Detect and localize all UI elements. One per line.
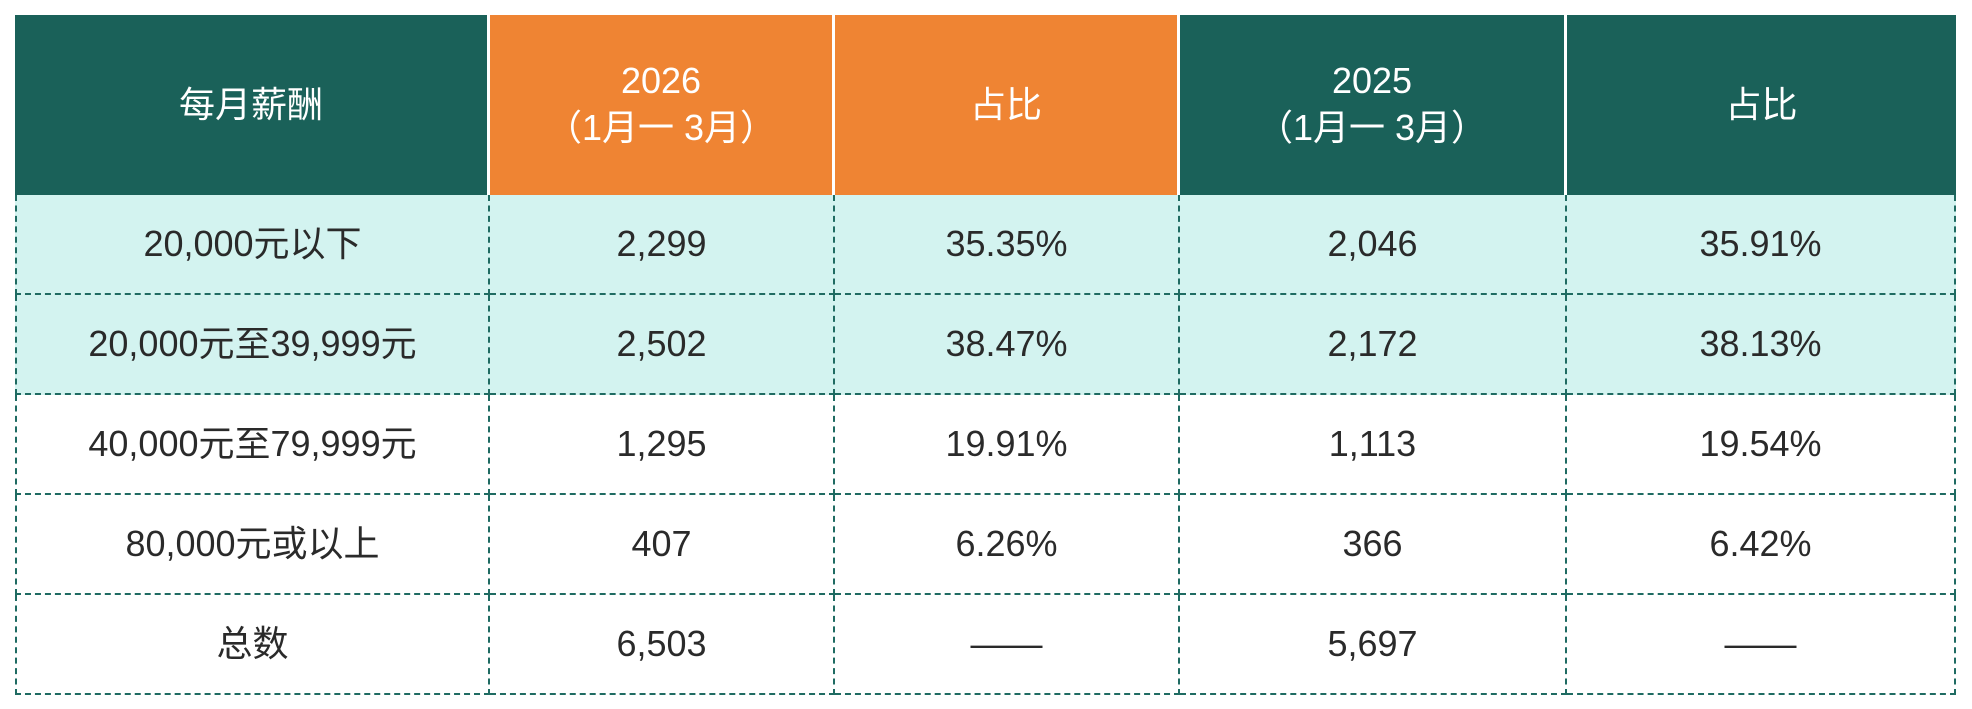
header-cell: 每月薪酬 [15, 15, 490, 195]
header-cell: 占比 [835, 15, 1180, 195]
header-text: （1月一 3月） [545, 107, 777, 148]
data-cell: 2,046 [1180, 195, 1567, 295]
data-cell: 19.54% [1567, 395, 1956, 495]
data-cell: 5,697 [1180, 595, 1567, 695]
row-label: 总数 [15, 595, 490, 695]
salary-table: 每月薪酬 2026 （1月一 3月） 占比 2025 （1月一 3月） 占比 20,000元以… [15, 15, 1956, 695]
row-label: 80,000元或以上 [15, 495, 490, 595]
header-text: 占比 [969, 83, 1042, 125]
header-text: 2025 [1331, 60, 1413, 102]
header-text: 占比 [1725, 83, 1798, 125]
header-cell: 占比 [1567, 15, 1956, 195]
data-cell: 35.35% [835, 195, 1180, 295]
data-cell: 19.91% [835, 395, 1180, 495]
row-label: 40,000元至79,999元 [15, 395, 490, 495]
data-cell: 6.42% [1567, 495, 1956, 595]
data-cell: 2,172 [1180, 295, 1567, 395]
header-cell: 2026 （1月一 3月） [490, 15, 835, 195]
data-cell: 1,295 [490, 395, 835, 495]
data-cell: 6,503 [490, 595, 835, 695]
header-text: 每月薪酬 [178, 83, 323, 125]
data-cell: 38.13% [1567, 295, 1956, 395]
header-text: 2026 [620, 60, 702, 102]
data-cell: 366 [1180, 495, 1567, 595]
row-label: 20,000元至39,999元 [15, 295, 490, 395]
header-cell: 2025 （1月一 3月） [1180, 15, 1567, 195]
data-cell: 2,299 [490, 195, 835, 295]
data-cell: 6.26% [835, 495, 1180, 595]
data-cell: —— [1567, 595, 1956, 695]
row-label: 20,000元以下 [15, 195, 490, 295]
data-cell: 35.91% [1567, 195, 1956, 295]
data-cell: 2,502 [490, 295, 835, 395]
data-cell: —— [835, 595, 1180, 695]
data-cell: 38.47% [835, 295, 1180, 395]
data-cell: 1,113 [1180, 395, 1567, 495]
data-cell: 407 [490, 495, 835, 595]
header-text: （1月一 3月） [1256, 107, 1488, 148]
